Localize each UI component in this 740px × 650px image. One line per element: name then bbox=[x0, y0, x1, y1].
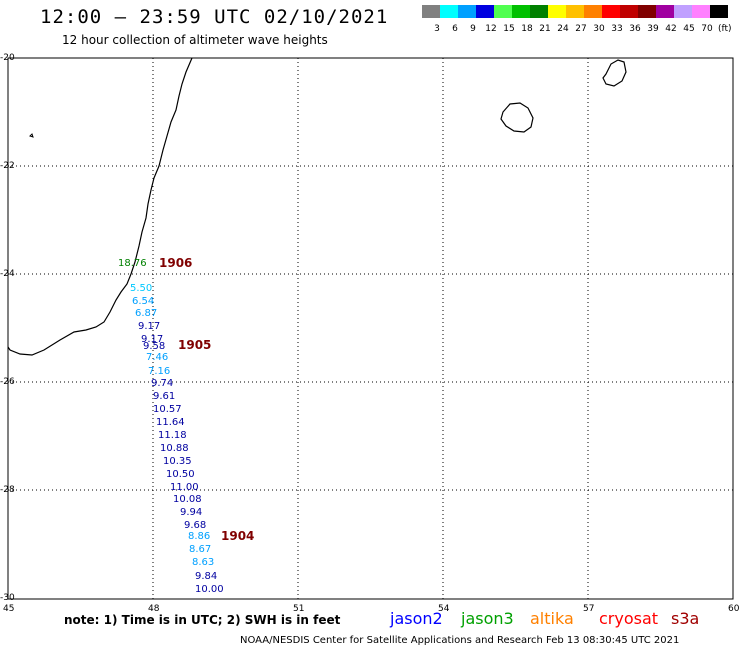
wave-height-value: 10.00 bbox=[195, 584, 224, 595]
wave-height-value: 9.17 bbox=[141, 334, 164, 345]
wave-height-value: 7.46 bbox=[146, 352, 169, 363]
scale-swatch bbox=[566, 5, 584, 18]
pass-time-label: 1906 bbox=[159, 256, 193, 270]
scale-label: 9 bbox=[470, 24, 476, 34]
scale-swatch bbox=[548, 5, 566, 18]
units-note: note: 1) Time is in UTC; 2) SWH is in fe… bbox=[64, 613, 341, 627]
madagascar-coastline bbox=[7, 57, 193, 356]
scale-label: 15 bbox=[503, 24, 515, 34]
wave-height-value: 8.63 bbox=[192, 557, 215, 568]
wave-height-value: 11.00 bbox=[170, 482, 199, 493]
wave-height-value: 8.67 bbox=[189, 544, 212, 555]
reunion-island bbox=[500, 102, 534, 133]
wave-height-value: 9.84 bbox=[195, 571, 218, 582]
wave-height-value: 6.54 bbox=[132, 296, 155, 307]
wave-height-value: 8.86 bbox=[188, 531, 211, 542]
scale-swatch bbox=[602, 5, 620, 18]
longitude-label: 60 bbox=[728, 604, 740, 614]
wave-height-value: 9.68 bbox=[184, 520, 207, 531]
longitude-label: 51 bbox=[293, 604, 305, 614]
pass-time-label: 1905 bbox=[178, 338, 212, 352]
scale-label: 30 bbox=[593, 24, 605, 34]
wave-height-value: 5.50 bbox=[130, 283, 153, 294]
latitude-label: -24 bbox=[0, 269, 15, 279]
latitude-label: -30 bbox=[0, 593, 15, 603]
scale-label: 45 bbox=[683, 24, 695, 34]
islet bbox=[29, 133, 34, 138]
scale-swatch bbox=[422, 5, 440, 18]
satellite-legend-item: jason3 bbox=[461, 609, 514, 628]
scale-label: 70 bbox=[701, 24, 713, 34]
scale-unit: (ft) bbox=[718, 24, 732, 34]
scale-label: 24 bbox=[557, 24, 569, 34]
scale-swatch bbox=[656, 5, 674, 18]
scale-label: 21 bbox=[539, 24, 551, 34]
scale-swatch bbox=[620, 5, 638, 18]
wave-height-value: 10.57 bbox=[153, 404, 182, 415]
wave-height-value: 9.94 bbox=[180, 507, 203, 518]
satellite-legend-item: altika bbox=[530, 609, 574, 628]
credit-line: NOAA/NESDIS Center for Satellite Applica… bbox=[240, 635, 680, 646]
satellite-legend-item: s3a bbox=[671, 609, 700, 628]
wave-height-value: 10.35 bbox=[163, 456, 192, 467]
longitude-label: 45 bbox=[3, 604, 15, 614]
scale-swatch bbox=[674, 5, 692, 18]
longitude-label: 57 bbox=[583, 604, 595, 614]
longitude-label: 48 bbox=[148, 604, 160, 614]
latitude-label: -26 bbox=[0, 377, 15, 387]
scale-label: 6 bbox=[452, 24, 458, 34]
scale-label: 33 bbox=[611, 24, 623, 34]
map-subtitle: 12 hour collection of altimeter wave hei… bbox=[62, 33, 328, 47]
scale-swatch bbox=[512, 5, 530, 18]
wave-height-value: 9.17 bbox=[138, 321, 161, 332]
scale-swatch bbox=[584, 5, 602, 18]
pass-time-label: 1904 bbox=[221, 529, 255, 543]
satellite-legend-item: cryosat bbox=[599, 609, 659, 628]
wave-height-value: 9.61 bbox=[153, 391, 176, 402]
scale-label: 42 bbox=[665, 24, 677, 34]
scale-label: 12 bbox=[485, 24, 497, 34]
scale-swatch bbox=[710, 5, 728, 18]
grid-lines bbox=[8, 58, 733, 599]
latitude-label: -22 bbox=[0, 161, 15, 171]
scale-swatch bbox=[530, 5, 548, 18]
wave-height-value: 6.87 bbox=[135, 308, 158, 319]
scale-swatch bbox=[692, 5, 710, 18]
wave-height-value: 10.50 bbox=[166, 469, 195, 480]
scale-label: 39 bbox=[647, 24, 659, 34]
satellite-legend-item: jason2 bbox=[390, 609, 443, 628]
wave-height-value: 10.88 bbox=[160, 443, 189, 454]
longitude-label: 54 bbox=[438, 604, 450, 614]
wave-height-value: 11.64 bbox=[156, 417, 185, 428]
latitude-label: -28 bbox=[0, 485, 15, 495]
mauritius-island bbox=[602, 59, 627, 87]
wave-height-value: 9.74 bbox=[151, 378, 174, 389]
map-frame bbox=[7, 57, 734, 600]
scale-label: 18 bbox=[521, 24, 533, 34]
scale-swatch bbox=[494, 5, 512, 18]
scale-label: 3 bbox=[434, 24, 440, 34]
latitude-label: -20 bbox=[0, 53, 15, 63]
scale-label: 27 bbox=[575, 24, 587, 34]
scale-swatch bbox=[476, 5, 494, 18]
wave-height-value: 10.08 bbox=[173, 494, 202, 505]
wave-height-value: 18.76 bbox=[118, 258, 147, 269]
scale-swatch bbox=[440, 5, 458, 18]
scale-swatch bbox=[458, 5, 476, 18]
map-title: 12:00 – 23:59 UTC 02/10/2021 bbox=[40, 6, 389, 28]
wave-height-value: 11.18 bbox=[158, 430, 187, 441]
wave-height-value: 9.58 bbox=[143, 341, 166, 352]
wave-height-value: 7.16 bbox=[148, 366, 171, 377]
scale-label: 36 bbox=[629, 24, 641, 34]
scale-swatch bbox=[638, 5, 656, 18]
